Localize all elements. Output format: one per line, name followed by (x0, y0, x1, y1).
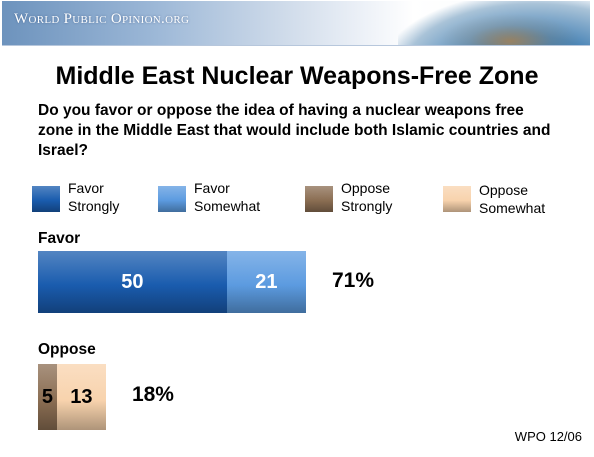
group-total-favor: 71% (332, 269, 375, 292)
legend-swatch-2 (305, 186, 333, 212)
legend-swatch-3 (443, 186, 471, 212)
legend-label-2: Oppose Strongly (341, 180, 393, 214)
legend-label-1: Favor Somewhat (194, 180, 261, 214)
legend-label-3: Oppose Somewhat (479, 182, 546, 216)
bar-segment-favor-0: 50 (38, 251, 227, 313)
group-label-oppose: Oppose (38, 341, 96, 358)
bar-segment-favor-1: 21 (226, 251, 306, 313)
bar-segment-oppose-0: 5 (38, 364, 57, 430)
earth-image (398, 1, 590, 45)
group-total-oppose: 18% (131, 383, 174, 406)
legend-swatch-0 (32, 186, 60, 212)
legend-swatch-1 (158, 186, 186, 212)
chart-title: Middle East Nuclear Weapons-Free Zone (55, 62, 539, 90)
group-label-favor: Favor (38, 230, 81, 247)
source-note: WPO 12/06 (514, 429, 582, 444)
legend-label-0: Favor Strongly (68, 180, 120, 214)
header-banner: World Public Opinion.org (2, 1, 590, 46)
brand-logo: World Public Opinion.org (14, 11, 190, 27)
chart-question: Do you favor or oppose the idea of havin… (38, 102, 551, 159)
bar-segment-oppose-1: 13 (56, 364, 106, 430)
